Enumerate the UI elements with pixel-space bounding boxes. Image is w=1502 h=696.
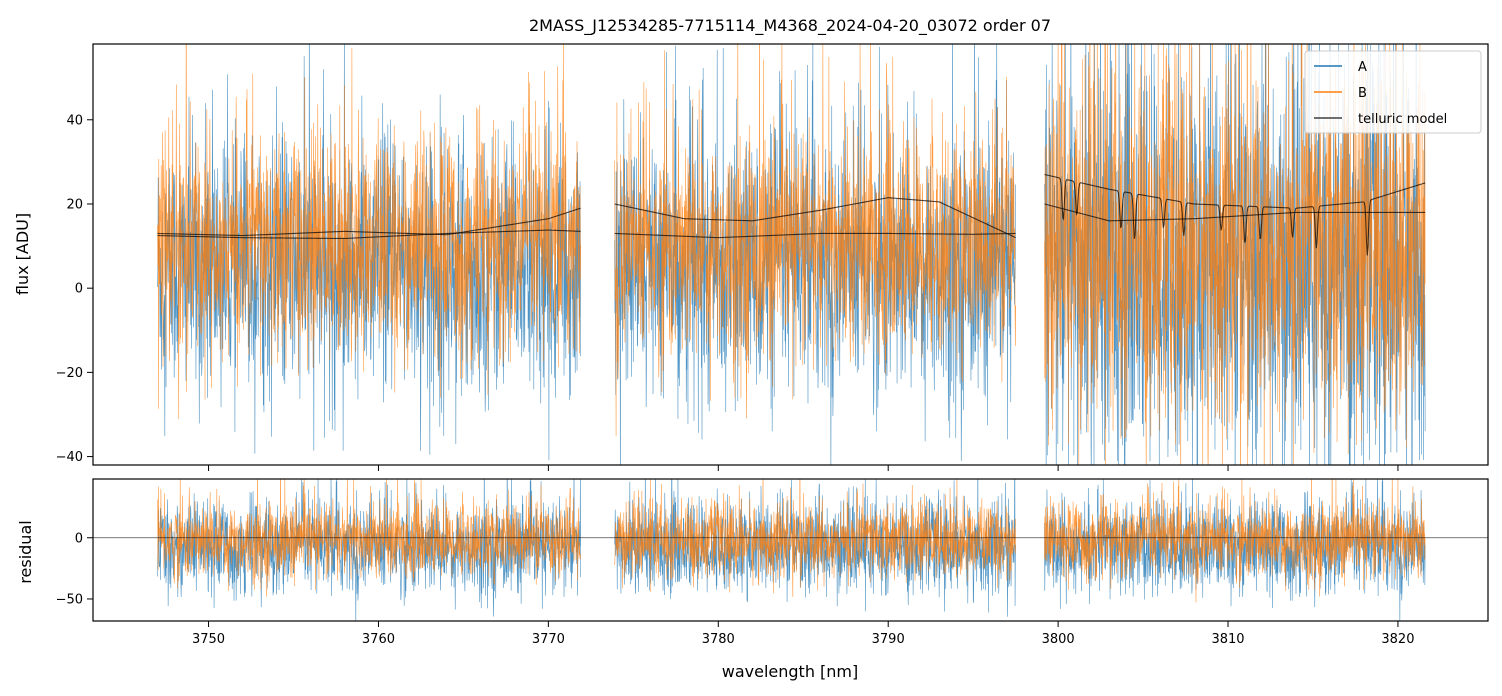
main-y-tick-label: −40: [56, 450, 83, 465]
legend-label-a: A: [1358, 60, 1367, 75]
residual-x-tick-label: 3790: [872, 632, 905, 647]
legend: A B telluric model: [1304, 50, 1482, 134]
residual-y-axis-label: residual: [16, 520, 35, 583]
residual-y-tick-label: −50: [56, 592, 83, 607]
residual-series-b-segment-1: [157, 479, 581, 597]
residual-x-tick-label: 3760: [362, 632, 395, 647]
main-panel: −40 −20 0 20 40 flux [ADU]: [13, 43, 1489, 471]
main-x-ticks: [208, 465, 1399, 471]
residual-x-tick-label: 3780: [702, 632, 735, 647]
residual-axes-frame: [92, 478, 1489, 622]
main-series-b-segment-1: [157, 44, 581, 420]
residual-x-tick-label: 3770: [532, 632, 565, 647]
residual-y-ticks: −50 0: [56, 531, 93, 607]
main-series-b-segment-3: [1044, 44, 1426, 465]
main-y-axis-label: flux [ADU]: [13, 213, 32, 295]
residual-series-layer: [93, 479, 1488, 621]
legend-label-telluric: telluric model: [1358, 112, 1447, 127]
residual-x-tick-label: 3810: [1211, 632, 1244, 647]
telluric-model-curve-segment-2: [614, 232, 1016, 239]
residual-x-tick-label: 3820: [1381, 632, 1414, 647]
residual-panel: −50 0 3750 3760 3770 3780 3790 3800 3810 3820 re…: [16, 478, 1489, 681]
main-y-tick-label: 0: [75, 282, 83, 297]
residual-y-tick-label: 0: [75, 531, 83, 546]
x-axis-label: wavelength [nm]: [722, 662, 859, 681]
telluric-model-curve-segment-3: [1044, 173, 1426, 256]
residual-x-tick-label: 3800: [1042, 632, 1075, 647]
chart-title: 2MASS_J12534285-7715114_M4368_2024-04-20…: [529, 16, 1051, 36]
legend-label-b: B: [1358, 86, 1367, 101]
main-axes-frame: [92, 43, 1489, 466]
legend-box: [1304, 50, 1482, 134]
residual-x-tick-label: 3750: [192, 632, 225, 647]
telluric-model-curve-segment-2: [614, 197, 1016, 239]
main-series-layer: [157, 44, 1426, 465]
residual-series-a-segment-2: [614, 479, 1016, 617]
main-series-b-segment-2: [614, 44, 1016, 437]
residual-series-b-segment-2: [614, 479, 1016, 597]
main-y-tick-label: −20: [56, 366, 83, 381]
main-y-ticks: −40 −20 0 20 40: [56, 113, 93, 465]
residual-series-a-segment-3: [1044, 479, 1426, 621]
main-y-tick-label: 20: [66, 197, 83, 212]
telluric-model-curve-segment-1: [157, 229, 581, 240]
telluric-model-curve-segment-3: [1044, 203, 1426, 222]
telluric-model-curve-segment-1: [157, 207, 581, 237]
residual-series-b-segment-3: [1044, 479, 1426, 603]
residual-x-ticks: 3750 3760 3770 3780 3790 3800 3810 3820: [192, 621, 1414, 647]
main-y-tick-label: 40: [66, 113, 83, 128]
